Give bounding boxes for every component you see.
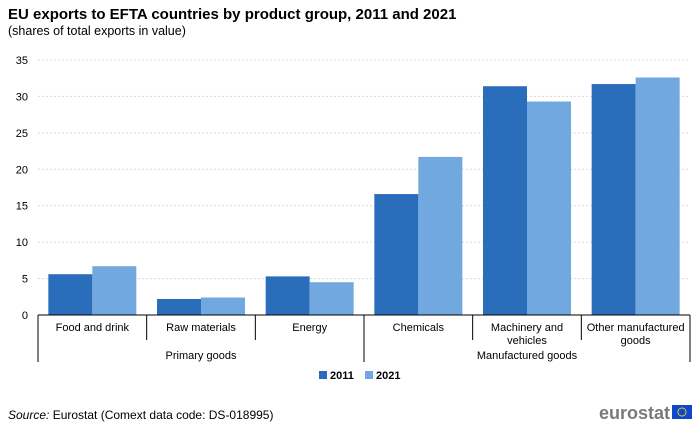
bar-chart: 0 5 10 15 20 25 30 35 Food and drink Raw material… [16, 55, 691, 382]
y-tick-label: 20 [16, 164, 28, 176]
source-text: Eurostat (Comext data code: DS-018995) [49, 408, 274, 422]
bar-2021 [201, 297, 245, 315]
legend-swatch-2011 [319, 371, 327, 379]
source-label: Source: [8, 408, 50, 422]
bar-2011 [157, 298, 201, 315]
bar-2021 [527, 101, 571, 316]
x-tick-label: Energy [292, 322, 327, 334]
legend-swatch-2021 [365, 371, 373, 379]
y-tick-label: 0 [22, 310, 28, 322]
bar-2021 [309, 282, 354, 315]
y-tick-label: 25 [16, 128, 28, 140]
y-tick-label: 30 [16, 91, 28, 103]
x-tick-label: Chemicals [393, 322, 445, 334]
bar-2011 [591, 84, 636, 316]
x-tick-label: Other manufactured goods [587, 322, 685, 347]
x-tick-label: Raw materials [166, 322, 236, 334]
y-tick-label: 15 [16, 201, 28, 213]
group-label: Primary goods [166, 350, 237, 362]
eurostat-logo-text: eurostat [599, 403, 671, 423]
legend-label: 2021 [376, 370, 400, 382]
source-note: Source: Eurostat (Comext data code: DS-0… [8, 408, 273, 422]
eu-flag-icon [672, 405, 692, 419]
eurostat-logo: eurostat [599, 402, 693, 424]
group-label: Manufactured goods [477, 350, 578, 362]
bar-2011 [48, 274, 93, 315]
chart-title: EU exports to EFTA countries by product … [8, 6, 457, 23]
y-tick-label: 5 [22, 274, 28, 286]
bar-2021 [418, 156, 463, 315]
x-tick-label: Food and drink [56, 322, 130, 334]
bar-2021 [92, 266, 137, 315]
bar-2011 [265, 276, 310, 315]
y-tick-label: 10 [16, 237, 28, 249]
chart-subtitle: (shares of total exports in value) [8, 24, 186, 38]
legend-label: 2011 [330, 370, 354, 382]
bar-2011 [483, 86, 527, 315]
bar-2011 [374, 194, 419, 315]
bar-2021 [635, 77, 680, 315]
x-tick-label: Machinery and vehicles [491, 322, 563, 347]
y-tick-label: 35 [16, 55, 28, 67]
